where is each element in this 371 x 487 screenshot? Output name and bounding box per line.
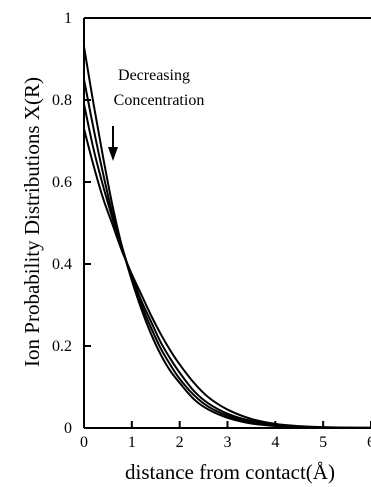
axes-layer: 0 1 2 3 4 5 6 0 0.2 0.4 0.6 0.8 1	[52, 10, 371, 451]
x-axis-title: distance from contact(Å)	[125, 460, 335, 484]
y-tick-label-5: 1	[64, 10, 72, 27]
y-tick-label-0: 0	[64, 420, 72, 437]
x-tick-label-5: 5	[319, 434, 327, 451]
series-line-4	[83, 128, 371, 429]
x-tick-label-3: 3	[224, 434, 232, 451]
y-tick-label-2: 0.4	[52, 256, 72, 273]
y-tick-label-1: 0.2	[52, 338, 72, 355]
x-tick-label-1: 1	[128, 434, 136, 451]
annotation-concentration: Concentration	[114, 92, 205, 109]
annotation-arrow	[108, 126, 118, 161]
series-line-3	[83, 103, 371, 429]
y-axis-title: Ion Probability Distributions X(R)	[20, 77, 44, 367]
y-tick-label-4: 0.8	[52, 92, 72, 109]
series-line-2	[83, 79, 371, 429]
annotation-decreasing: Decreasing	[118, 67, 190, 84]
arrow-head	[108, 147, 118, 161]
x-tick-label-0: 0	[80, 434, 88, 451]
labels-layer: distance from contact(Å) Ion Probability…	[20, 67, 335, 484]
x-tick-label-2: 2	[176, 434, 184, 451]
x-tick-label-4: 4	[271, 434, 279, 451]
x-tick-label-6: 6	[367, 434, 371, 451]
y-tick-label-3: 0.6	[52, 174, 72, 191]
